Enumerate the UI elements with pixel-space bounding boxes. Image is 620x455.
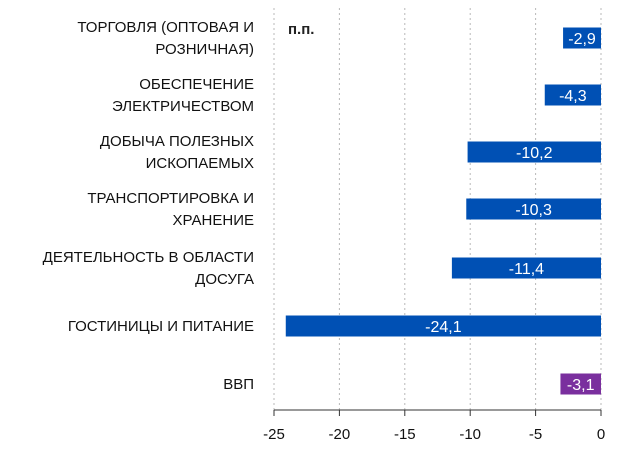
category-label: ДЕЯТЕЛЬНОСТЬ В ОБЛАСТИ ДОСУГА	[43, 249, 254, 288]
bar-value-label: -2,9	[568, 31, 596, 48]
x-axis: -25 -20 -15 -10 -5 0	[263, 409, 605, 443]
bar-value-label: -4,3	[559, 88, 587, 105]
bar	[563, 27, 601, 49]
bar-value-label: -10,3	[515, 202, 552, 219]
x-tick-label: -25	[263, 426, 285, 443]
bar-value-label: -3,1	[567, 377, 595, 394]
bar	[466, 198, 601, 220]
x-tick-label: -15	[394, 426, 416, 443]
bar	[451, 257, 601, 279]
bars: -2,9 -4,3 -10,2 -10,3 -11,4 -24,1 -3,1	[285, 27, 601, 395]
bar	[467, 141, 601, 163]
category-label: ОБЕСПЕЧЕНИЕ ЭЛЕКТРИЧЕСТВОМ	[112, 76, 254, 115]
category-label: ТРАНСПОРТИРОВКА И ХРАНЕНИЕ	[87, 190, 254, 229]
category-label: ВВП	[223, 376, 254, 393]
bar-value-label: -10,2	[516, 145, 553, 162]
bar	[544, 84, 601, 106]
category-labels: ТОРГОВЛЯ (ОПТОВАЯ И РОЗНИЧНАЯ) ОБЕСПЕЧЕНИЕ…	[43, 19, 254, 393]
category-label: ДОБЫЧА ПОЛЕЗНЫХ ИСКОПАЕМЫХ	[100, 133, 254, 172]
x-tick-label: 0	[597, 426, 605, 443]
bar	[285, 315, 601, 337]
category-label: ТОРГОВЛЯ (ОПТОВАЯ И РОЗНИЧНАЯ)	[77, 19, 254, 58]
category-label: ГОСТИНИЦЫ И ПИТАНИЕ	[68, 318, 254, 335]
x-tick-label: -5	[529, 426, 542, 443]
bar	[560, 373, 601, 395]
unit-label: п.п.	[288, 21, 314, 38]
x-tick-label: -20	[329, 426, 351, 443]
x-tick-label: -10	[459, 426, 481, 443]
bar-value-label: -24,1	[425, 319, 462, 336]
bar-value-label: -11,4	[509, 261, 544, 278]
